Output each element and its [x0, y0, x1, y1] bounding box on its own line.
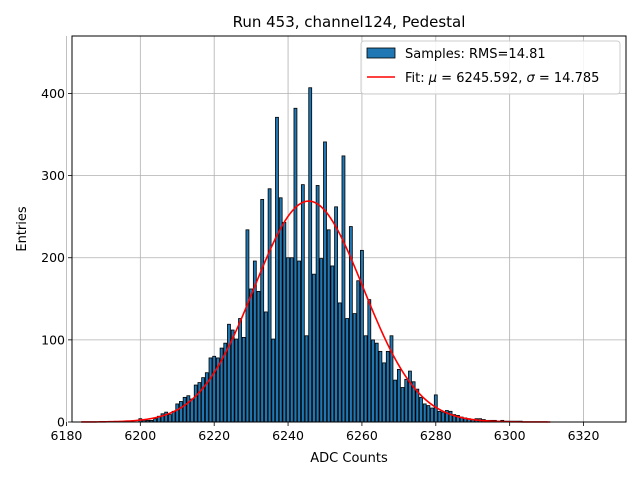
y-tick-label: 400	[41, 86, 65, 101]
histogram-bar	[297, 260, 302, 423]
histogram-bar	[448, 410, 453, 423]
histogram-bar	[374, 342, 379, 423]
legend-box	[360, 40, 621, 95]
histogram-bar	[282, 222, 287, 423]
histogram-bar	[286, 257, 290, 423]
histogram-bar	[430, 407, 434, 423]
histogram-bar	[363, 335, 368, 423]
y-tick-label: 100	[41, 332, 65, 347]
histogram-bar	[264, 311, 268, 423]
histogram-bar	[182, 396, 187, 423]
histogram-bar	[352, 313, 357, 423]
histogram-bar	[167, 414, 172, 423]
histogram-bar	[179, 401, 183, 423]
x-axis-label: ADC Counts	[310, 451, 388, 466]
histogram-bar	[323, 141, 327, 423]
x-tick-label: 6300	[494, 428, 526, 443]
histogram-bar	[300, 184, 305, 423]
histogram-bar	[341, 155, 346, 423]
histogram-bar	[385, 350, 390, 423]
histogram-bar	[197, 382, 202, 423]
y-axis-label: Entries	[15, 206, 30, 252]
y-tick-label: 300	[41, 168, 65, 183]
histogram-bar	[186, 395, 191, 423]
histogram-bar	[256, 291, 261, 423]
histogram-bar	[330, 265, 335, 423]
histogram-bar	[193, 384, 198, 423]
histogram-bar	[437, 410, 442, 423]
histogram-bar	[367, 299, 372, 423]
histogram-bar	[175, 403, 180, 423]
histogram-bar	[371, 339, 375, 423]
histogram-bar	[396, 369, 401, 423]
histogram-bar	[315, 185, 320, 423]
histogram-bar	[393, 379, 398, 423]
histogram-bar	[304, 335, 309, 423]
fit-curve-group	[81, 200, 551, 423]
histogram-bar	[260, 199, 265, 423]
legend: Samples: RMS=14.81 Fit: μ = 6245.592, σ …	[360, 40, 621, 95]
x-tick-label: 6180	[51, 428, 83, 443]
legend-histogram-label: Samples: RMS=14.81	[405, 47, 546, 62]
x-tick-label: 6260	[346, 428, 378, 443]
histogram-bar	[345, 318, 350, 423]
y-tick-label: 0	[57, 415, 65, 430]
histogram-bar	[190, 398, 194, 423]
histogram-bar	[422, 403, 427, 423]
legend-fit-label: Fit: μ = 6245.592, σ = 14.785	[405, 71, 599, 86]
histogram-bar	[441, 411, 446, 423]
histogram-bar	[238, 318, 242, 423]
plot-frame	[71, 35, 627, 423]
histogram-bar	[201, 377, 205, 423]
histogram-bar	[419, 396, 423, 423]
histogram-bar	[227, 323, 231, 423]
histogram-bar	[334, 206, 338, 423]
histogram-bar	[212, 355, 217, 423]
histogram-bar	[289, 257, 294, 423]
x-tick-label: 6220	[198, 428, 230, 443]
histogram-bar	[267, 188, 272, 423]
histogram-bar	[360, 249, 364, 423]
histogram-bar	[249, 288, 254, 423]
legend-fit-sigma-symbol: σ	[527, 71, 536, 86]
x-tick-label: 6280	[420, 428, 452, 443]
histogram-bar	[271, 338, 276, 423]
legend-fit-mu-symbol: μ	[428, 71, 437, 86]
histogram-bar	[326, 229, 331, 423]
histogram-bar	[400, 387, 405, 423]
histogram-bar	[426, 405, 431, 423]
histogram-bar	[408, 370, 412, 423]
histogram-bar	[415, 388, 420, 423]
histogram-bar	[241, 337, 246, 423]
histogram-bar	[382, 362, 386, 423]
legend-fit-sigma-value: = 14.785	[535, 71, 600, 86]
histogram-bar	[308, 87, 313, 423]
histogram-bar	[230, 329, 235, 423]
histogram-bar	[378, 350, 383, 423]
x-axis-ticks: 6180 6200 6220 6240 6260 6280 6300 6320	[51, 422, 600, 443]
y-axis-ticks: 0 100 200 300 400	[41, 86, 72, 430]
histogram-bar	[275, 116, 279, 423]
histogram-bar	[337, 302, 342, 423]
histogram-bar	[245, 229, 250, 423]
histogram-bar	[319, 258, 324, 423]
histogram-bar	[404, 378, 409, 423]
x-tick-label: 6240	[272, 428, 304, 443]
histogram-bar	[312, 273, 316, 423]
histogram-bar	[356, 280, 361, 423]
legend-fit-prefix: Fit:	[405, 71, 429, 86]
histogram-bar	[234, 338, 239, 423]
y-tick-label: 200	[41, 250, 65, 265]
x-tick-label: 6320	[568, 428, 600, 443]
x-tick-label: 6200	[124, 428, 156, 443]
histogram-bar	[293, 107, 298, 423]
fit-curve	[81, 200, 551, 423]
legend-fit-mu-value: = 6245.592,	[437, 71, 526, 86]
chart-title: Run 453, channel124, Pedestal	[233, 13, 466, 31]
histogram-bar	[204, 372, 209, 423]
legend-histogram-swatch	[366, 47, 396, 59]
histogram-bar	[208, 357, 213, 423]
